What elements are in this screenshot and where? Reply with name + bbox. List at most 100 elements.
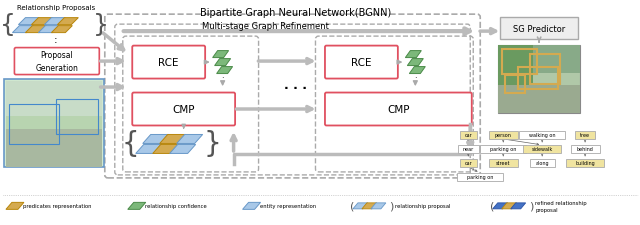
Bar [566,159,604,167]
Polygon shape [212,51,228,58]
Text: relationship proposal: relationship proposal [396,203,451,208]
Text: tree: tree [580,133,590,138]
Text: (: ( [490,201,495,211]
Polygon shape [58,18,78,25]
Text: CMP: CMP [387,105,410,115]
Polygon shape [371,203,386,209]
Text: parking on: parking on [490,147,516,152]
FancyBboxPatch shape [132,93,235,126]
Text: }: } [204,129,221,157]
Bar [460,131,477,139]
Bar [460,159,477,167]
Bar [498,46,580,74]
Polygon shape [160,135,186,144]
Text: ): ) [529,201,534,211]
Text: street: street [496,161,511,166]
Bar [498,86,580,113]
Text: car: car [465,133,472,138]
Text: sidewalk: sidewalk [532,147,553,152]
Polygon shape [26,27,46,34]
Text: {: { [122,129,140,157]
Bar [488,159,518,167]
Polygon shape [51,27,72,34]
Text: car: car [465,161,472,166]
Bar [457,173,503,181]
Text: {: { [0,13,16,37]
Text: person: person [495,133,511,138]
Polygon shape [362,203,377,209]
Text: near: near [463,147,474,152]
Bar [530,55,560,85]
Text: ·: · [221,74,224,83]
Text: Bipartite Graph Neural Network(BGNN): Bipartite Graph Neural Network(BGNN) [200,8,391,18]
Polygon shape [12,27,33,34]
Bar [6,82,102,165]
Text: · · ·: · · · [284,81,307,94]
Text: Multi-stage Graph Refinement: Multi-stage Graph Refinement [202,22,329,31]
FancyBboxPatch shape [325,46,398,79]
Bar [9,105,59,144]
FancyBboxPatch shape [325,93,472,126]
Text: ): ) [389,201,394,211]
Text: Relationship Proposals: Relationship Proposals [17,5,95,11]
Polygon shape [170,145,196,154]
Text: building: building [575,161,595,166]
Bar [498,46,533,86]
Bar [6,82,102,117]
Bar [505,76,525,94]
Bar [519,131,565,139]
Polygon shape [502,203,516,209]
Polygon shape [405,51,421,58]
Bar [498,46,580,113]
Polygon shape [177,135,203,144]
Polygon shape [6,202,24,209]
Text: entity representation: entity representation [260,203,316,208]
Bar [488,131,518,139]
Polygon shape [143,135,169,144]
Polygon shape [19,18,40,25]
Bar [518,68,558,90]
Text: behind: behind [577,147,593,152]
Bar [458,145,479,153]
Text: relationship confidence: relationship confidence [145,203,207,208]
Polygon shape [153,145,179,154]
Text: ·: · [414,74,417,83]
Text: Proposal
Generation: Proposal Generation [35,51,78,72]
Bar [480,145,526,153]
Text: ·: · [54,34,58,44]
Text: RCE: RCE [351,58,372,68]
Bar [524,145,561,153]
Polygon shape [44,18,65,25]
Polygon shape [136,145,162,154]
Text: ·: · [54,38,58,48]
Bar [56,100,98,134]
Bar [4,80,104,167]
Bar [500,18,578,40]
FancyBboxPatch shape [132,46,205,79]
Text: SG Predictor: SG Predictor [513,25,565,34]
Polygon shape [128,202,146,209]
Text: parking on: parking on [467,175,493,180]
Polygon shape [31,18,52,25]
Polygon shape [243,202,260,209]
Bar [570,145,600,153]
Polygon shape [214,59,230,66]
Polygon shape [407,59,423,66]
Bar [502,50,537,75]
Text: predicates representation: predicates representation [23,203,92,208]
Bar [575,131,595,139]
Polygon shape [353,203,368,209]
Text: refined relationship
proposal: refined relationship proposal [535,200,587,212]
Bar [530,159,555,167]
Text: }: } [93,13,109,37]
Bar [6,129,102,167]
Text: (: ( [351,201,355,211]
FancyBboxPatch shape [15,48,99,75]
Polygon shape [410,67,426,74]
Text: along: along [535,161,549,166]
Polygon shape [216,67,232,74]
Polygon shape [38,27,60,34]
Text: CMP: CMP [172,105,195,115]
Polygon shape [511,203,525,209]
Text: walking on: walking on [529,133,556,138]
